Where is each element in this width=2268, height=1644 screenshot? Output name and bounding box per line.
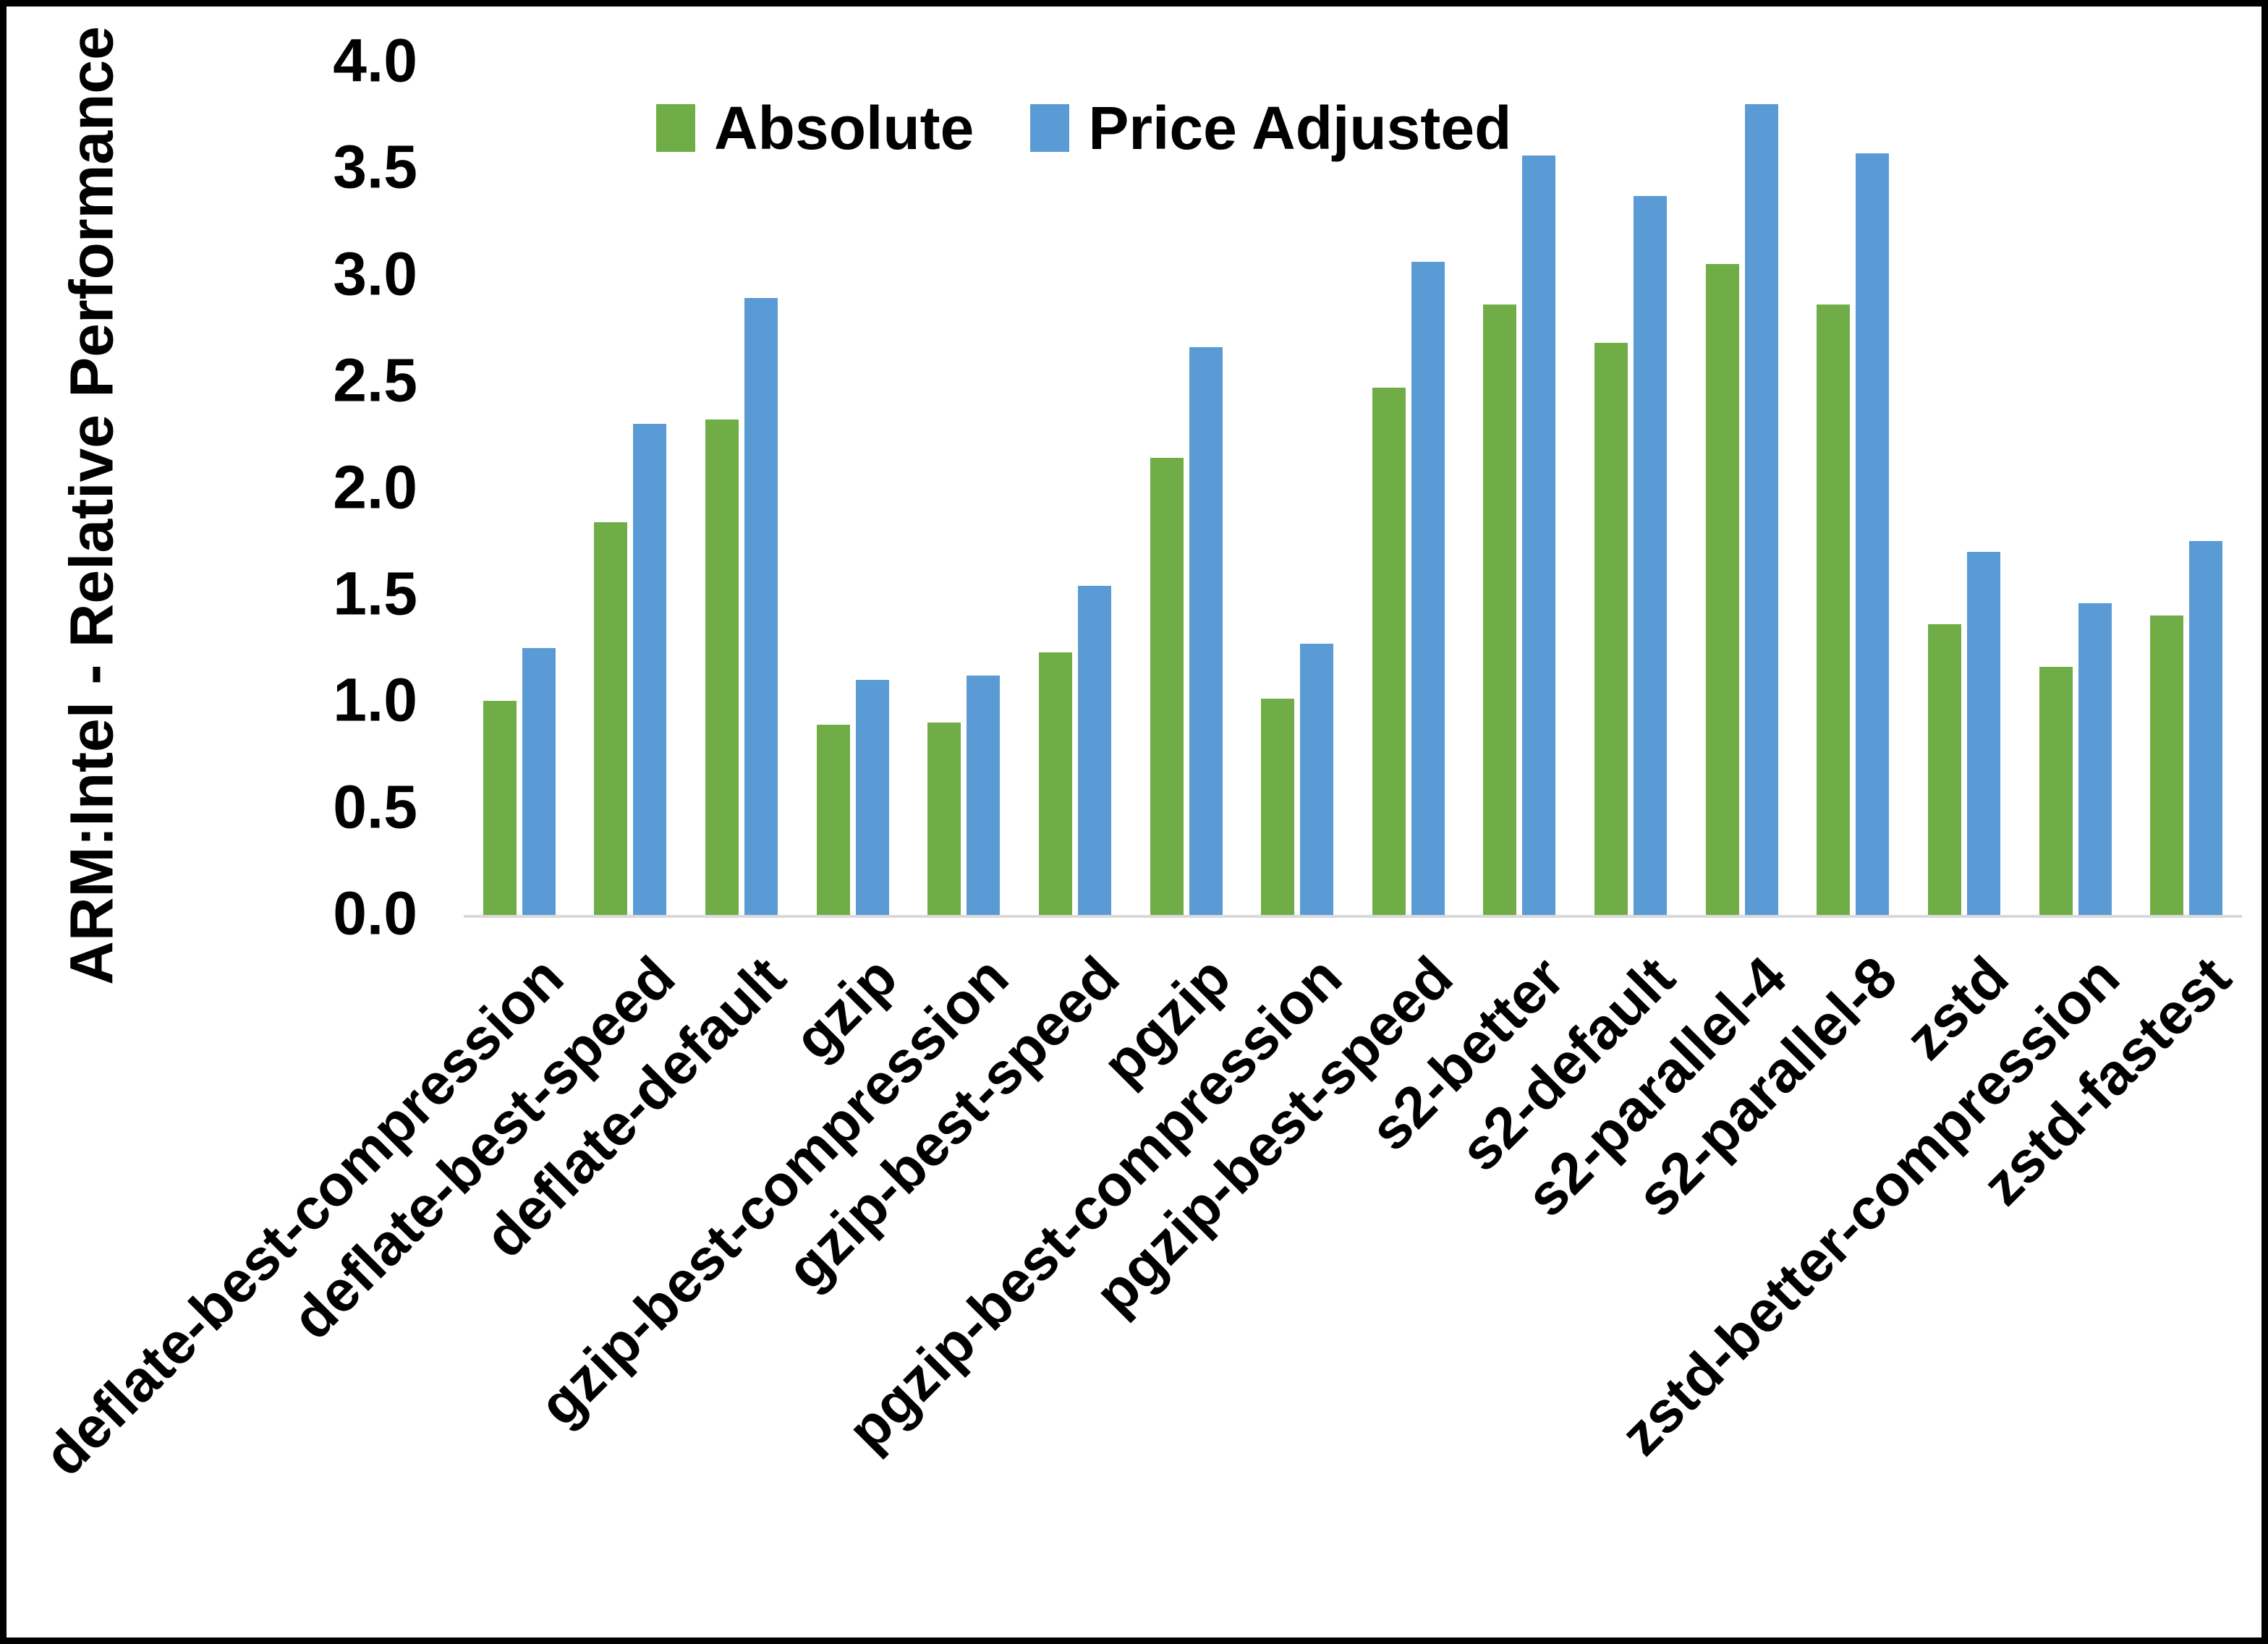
legend-label-absolute: Absolute <box>714 94 974 162</box>
x-axis-category-labels: deflate-best-compression deflate-best-spe… <box>7 7 2261 1637</box>
bar-price-adjusted-deflate-best-compression <box>522 647 556 916</box>
bar-price-adjusted-zstd-better-compression <box>2078 602 2112 916</box>
y-tick-label-2.0: 2.0 <box>333 453 417 521</box>
y-tick-label-1.0: 1.0 <box>333 665 417 734</box>
bar-absolute-gzip-best-compression <box>927 722 961 916</box>
bar-absolute-gzip <box>816 724 850 916</box>
bar-absolute-s2-parallel-8 <box>1817 304 1851 916</box>
bar-price-adjusted-pgzip <box>1189 347 1223 916</box>
y-tick-label-0.0: 0.0 <box>333 879 417 947</box>
y-tick-label-2.5: 2.5 <box>333 346 417 414</box>
legend-item-absolute: Absolute <box>656 98 974 158</box>
bar-price-adjusted-zstd <box>1966 551 2000 916</box>
bar-absolute-zstd <box>1927 624 1961 916</box>
legend-swatch-absolute <box>656 104 695 152</box>
bar-absolute-deflate-best-speed <box>594 521 628 916</box>
bar-absolute-pgzip <box>1150 458 1184 916</box>
bar-absolute-deflate-default <box>705 419 739 916</box>
y-axis-tick-labels: 0.0 0.5 1.0 1.5 2.0 2.5 3.0 3.5 4.0 <box>7 7 2261 1637</box>
bar-price-adjusted-deflate-default <box>744 298 778 916</box>
bar-absolute-s2-parallel-4 <box>1705 264 1739 916</box>
bar-price-adjusted-gzip-best-compression <box>967 675 1001 916</box>
bar-price-adjusted-s2-parallel-8 <box>1856 153 1890 916</box>
legend-swatch-price-adjusted <box>1030 104 1070 152</box>
bar-absolute-zstd-better-compression <box>2039 667 2073 916</box>
plot-area <box>7 7 2261 1637</box>
bar-price-adjusted-gzip <box>855 679 889 916</box>
bar-absolute-pgzip-best-compression <box>1261 699 1295 916</box>
bar-absolute-s2-better <box>1483 304 1517 916</box>
y-tick-label-3.0: 3.0 <box>333 239 417 308</box>
y-tick-label-0.5: 0.5 <box>333 772 417 841</box>
bar-price-adjusted-deflate-best-speed <box>633 424 667 916</box>
bar-absolute-gzip-best-speed <box>1038 652 1072 916</box>
legend-label-price-adjusted: Price Adjusted <box>1088 94 1512 162</box>
x-axis-line <box>464 915 2242 918</box>
bar-price-adjusted-s2-better <box>1522 155 1556 916</box>
y-tick-label-3.5: 3.5 <box>333 132 417 201</box>
bar-price-adjusted-pgzip-best-compression <box>1300 643 1334 916</box>
legend-item-price-adjusted: Price Adjusted <box>1030 98 1511 158</box>
y-tick-label-4.0: 4.0 <box>333 26 417 95</box>
bar-price-adjusted-s2-parallel-4 <box>1744 104 1778 916</box>
bar-absolute-deflate-best-compression <box>483 701 517 916</box>
bar-absolute-zstd-fastest <box>2150 616 2184 916</box>
bar-price-adjusted-gzip-best-speed <box>1077 586 1111 916</box>
bar-price-adjusted-s2-default <box>1634 195 1668 916</box>
bar-price-adjusted-pgzip-best-speed <box>1411 262 1445 916</box>
bar-price-adjusted-zstd-fastest <box>2189 541 2223 916</box>
bar-absolute-pgzip-best-speed <box>1372 388 1406 916</box>
legend: Absolute Price Adjusted <box>656 98 1511 158</box>
y-tick-label-1.5: 1.5 <box>333 559 417 628</box>
bar-absolute-s2-default <box>1594 343 1628 916</box>
